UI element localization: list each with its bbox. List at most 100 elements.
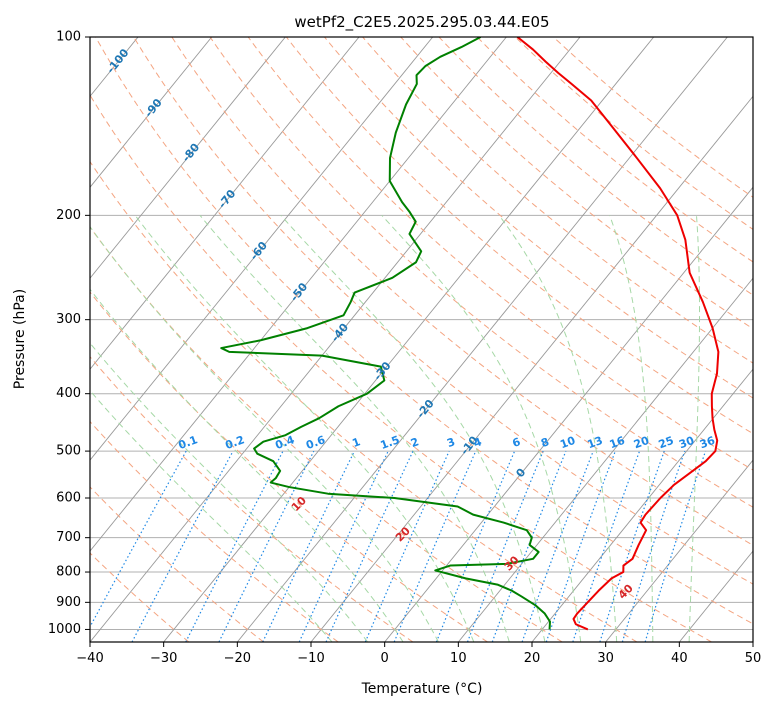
moist-adiabat-line: [90, 225, 439, 642]
mixing-ratio-lines: [90, 450, 707, 642]
dry-adiabat-line: [553, 37, 753, 198]
mixing-ratio-label: 0.4: [273, 433, 296, 452]
isotherm-line: [90, 37, 581, 642]
moist-adiabat-line: [688, 215, 701, 642]
isotherm-line: [90, 37, 434, 461]
mixing-ratio-label: 8: [539, 435, 551, 450]
dry-adiabat-line: [514, 37, 753, 230]
isotherm-line: [90, 37, 360, 370]
mixing-ratio-label: 2: [409, 435, 421, 450]
mixing-ratio-label: 10: [558, 434, 577, 452]
x-axis-label: Temperature (°C): [361, 681, 483, 697]
plot-area: -100-90-80-70-60-50-40-30-20-10010203040…: [90, 37, 753, 642]
x-tick-label: 10: [450, 651, 467, 666]
mixing-ratio-label: 4: [472, 435, 484, 450]
x-tick-label: −10: [297, 651, 324, 666]
moist-adiabat-line: [381, 215, 582, 642]
isotherm-line: [752, 641, 753, 642]
mixing-ratio-label: 20: [632, 434, 651, 452]
mixing-ratio-label: 0.6: [304, 433, 327, 452]
isotherm-line: [384, 186, 753, 642]
dry-adiabat-line: [95, 37, 753, 625]
isotherm-line: [90, 37, 286, 279]
isotherm-line: [605, 459, 753, 642]
dry-adiabat-line: [209, 37, 753, 508]
dry-adiabat-line: [90, 420, 339, 642]
moist-adiabat-line: [280, 215, 546, 642]
moist-adiabat-line: [90, 288, 404, 642]
mixing-ratio-line: [325, 450, 414, 642]
mixing-ratio-label: 0.2: [223, 433, 246, 452]
mixing-ratio-line: [644, 450, 707, 642]
dry-adiabats: [90, 37, 753, 642]
dry-adiabat-line: [324, 37, 753, 399]
y-tick-label: 400: [56, 386, 81, 401]
mixing-ratio-line: [90, 450, 187, 629]
moist-adiabat-line: [498, 215, 618, 642]
isotherm-line: [236, 37, 728, 642]
mixing-ratio-label: 6: [511, 435, 523, 450]
dry-adiabat-line: [476, 37, 753, 263]
y-tick-label: 500: [56, 444, 81, 459]
mixing-ratio-label: 0.1: [177, 433, 200, 452]
dry-adiabat-line: [90, 552, 190, 642]
y-tick-label: 1000: [48, 622, 81, 637]
mixing-ratio-line: [435, 450, 516, 642]
mixing-ratio-label: 30: [677, 434, 696, 452]
isotherm-line: [310, 95, 753, 642]
plot-frame: [89, 36, 754, 643]
x-tick-label: 20: [524, 651, 541, 666]
dry-adiabat-line: [90, 291, 488, 642]
y-tick-label: 600: [56, 491, 81, 506]
x-tick-label: −40: [76, 651, 103, 666]
y-tick-label: 300: [56, 312, 81, 327]
axes: −40 −30 −20 −10 0 10 20 30 40 5010020030040050060…: [48, 30, 761, 667]
mixing-ratio-line: [393, 450, 477, 642]
x-tick-label: 50: [745, 651, 762, 666]
x-tick-label: 40: [671, 651, 688, 666]
mixing-ratio-line: [364, 450, 450, 642]
dry-adiabat-line: [400, 37, 753, 330]
x-tick-label: −20: [224, 651, 251, 666]
mixing-ratio-line: [218, 450, 315, 642]
adiabat-label: 10: [289, 494, 309, 514]
mixing-ratio-line: [185, 450, 284, 642]
mixing-ratio-line: [466, 450, 544, 642]
y-tick-label: 200: [56, 208, 81, 223]
isotherm-line: [163, 37, 655, 642]
dewpoint-profile-line: [220, 37, 551, 630]
dry-adiabat-line: [90, 94, 712, 642]
moist-adiabats: [90, 215, 701, 642]
isotherm-line: [90, 37, 213, 188]
y-tick-label: 100: [56, 30, 81, 45]
moist-adiabat-line: [199, 215, 510, 642]
y-axis-label: Pressure (hPa): [12, 289, 28, 389]
isotherm-line: [531, 368, 753, 642]
mixing-ratio-line: [599, 450, 665, 642]
dry-adiabat-line: [362, 37, 753, 364]
dry-adiabat-line: [438, 37, 753, 296]
dry-adiabat-line: [90, 355, 414, 642]
dry-adiabat-line: [90, 160, 638, 642]
adiabat-label: 20: [393, 524, 413, 544]
y-tick-label: 900: [56, 595, 81, 610]
mixing-ratio-line: [572, 450, 641, 642]
mixing-ratio-line: [621, 450, 686, 642]
isotherm-line: [457, 277, 753, 642]
temperature-profile-line: [516, 37, 720, 631]
mixing-ratio-line: [491, 450, 567, 642]
dry-adiabat-line: [133, 37, 753, 585]
isotherm-grid: [90, 37, 753, 642]
mixing-ratio-label: 25: [657, 434, 676, 451]
dry-adiabat-line: [247, 37, 753, 471]
isobar-grid: [90, 37, 753, 630]
mixing-ratio-label: 1: [350, 435, 362, 450]
x-tick-label: 0: [381, 651, 389, 666]
y-tick-label: 700: [56, 530, 81, 545]
mixing-ratio-line: [262, 450, 355, 642]
mixing-ratio-label: 16: [608, 434, 627, 452]
x-tick-label: 30: [597, 651, 614, 666]
chart-title: wetPf2_C2E5.2025.295.03.44.E05: [294, 13, 549, 32]
